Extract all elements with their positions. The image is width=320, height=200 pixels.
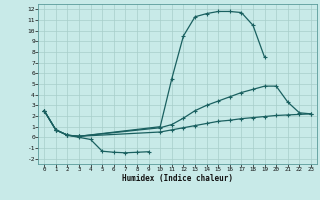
X-axis label: Humidex (Indice chaleur): Humidex (Indice chaleur) xyxy=(122,174,233,183)
